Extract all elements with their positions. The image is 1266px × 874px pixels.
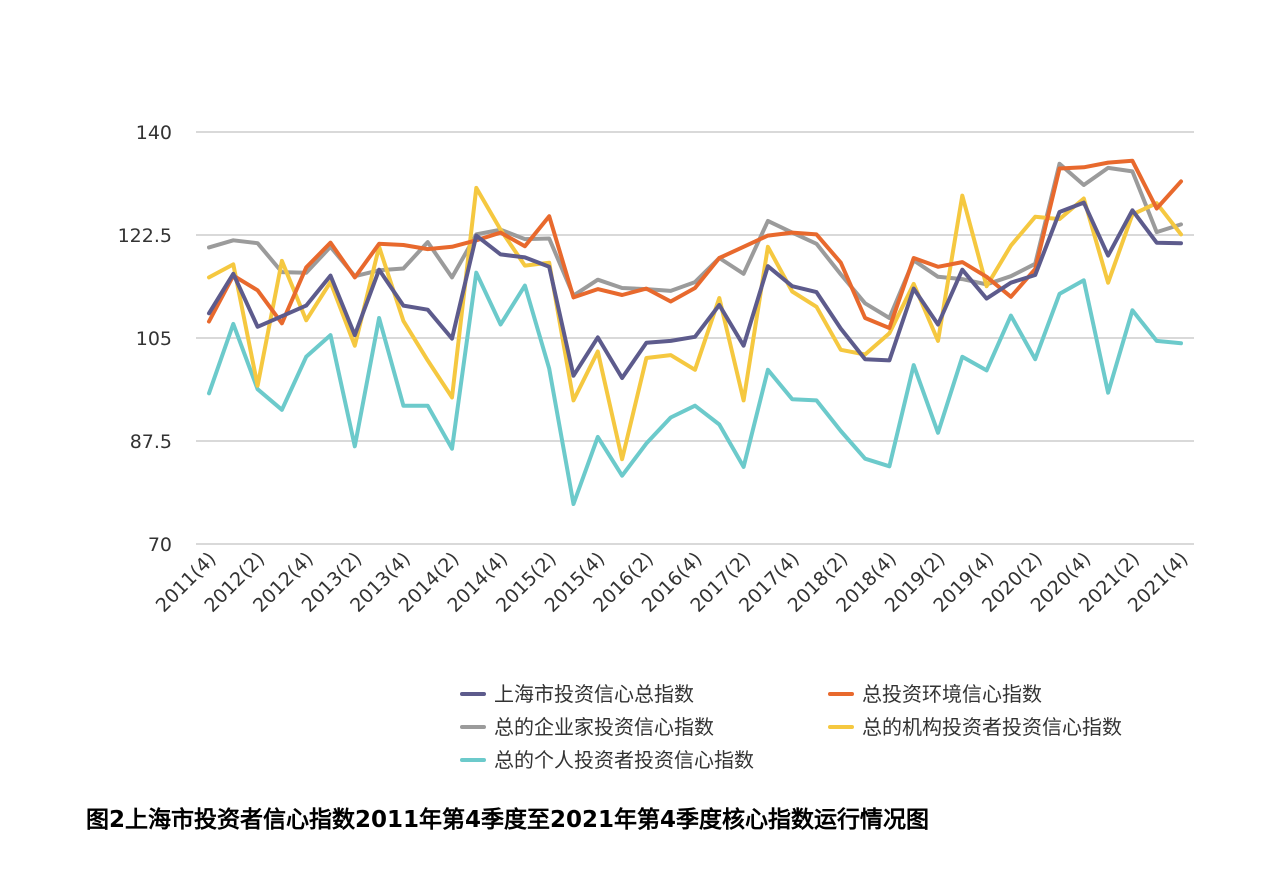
x-axis-tick-labels: 2011(4)2012(2)2012(4)2013(2)2013(4)2014(… [152, 548, 1193, 617]
y-axis-tick-labels: 70 87.5 105 122.5 140 [118, 122, 172, 556]
series-line-1 [207, 158, 1183, 330]
figure-caption: 图2上海市投资者信心指数2011年第4季度至2021年第4季度核心指数运行情况图 [86, 807, 930, 833]
y-tick-label: 87.5 [130, 431, 172, 453]
series-line-3 [207, 185, 1183, 462]
series-line-0 [207, 200, 1183, 380]
y-tick-label: 70 [148, 534, 172, 556]
y-tick-label: 122.5 [118, 225, 172, 247]
legend-label: 上海市投资信心总指数 [494, 682, 694, 706]
legend-label: 总投资环境信心指数 [862, 682, 1042, 706]
data-series [207, 158, 1183, 506]
y-tick-label: 140 [136, 122, 172, 144]
legend-label: 总的机构投资者投资信心指数 [862, 715, 1122, 739]
legend-label: 总的企业家投资信心指数 [494, 715, 714, 739]
y-tick-label: 105 [136, 328, 172, 350]
series-line-4 [207, 270, 1183, 506]
series-line-2 [207, 161, 1183, 320]
legend-label: 总的个人投资者投资信心指数 [494, 748, 754, 772]
